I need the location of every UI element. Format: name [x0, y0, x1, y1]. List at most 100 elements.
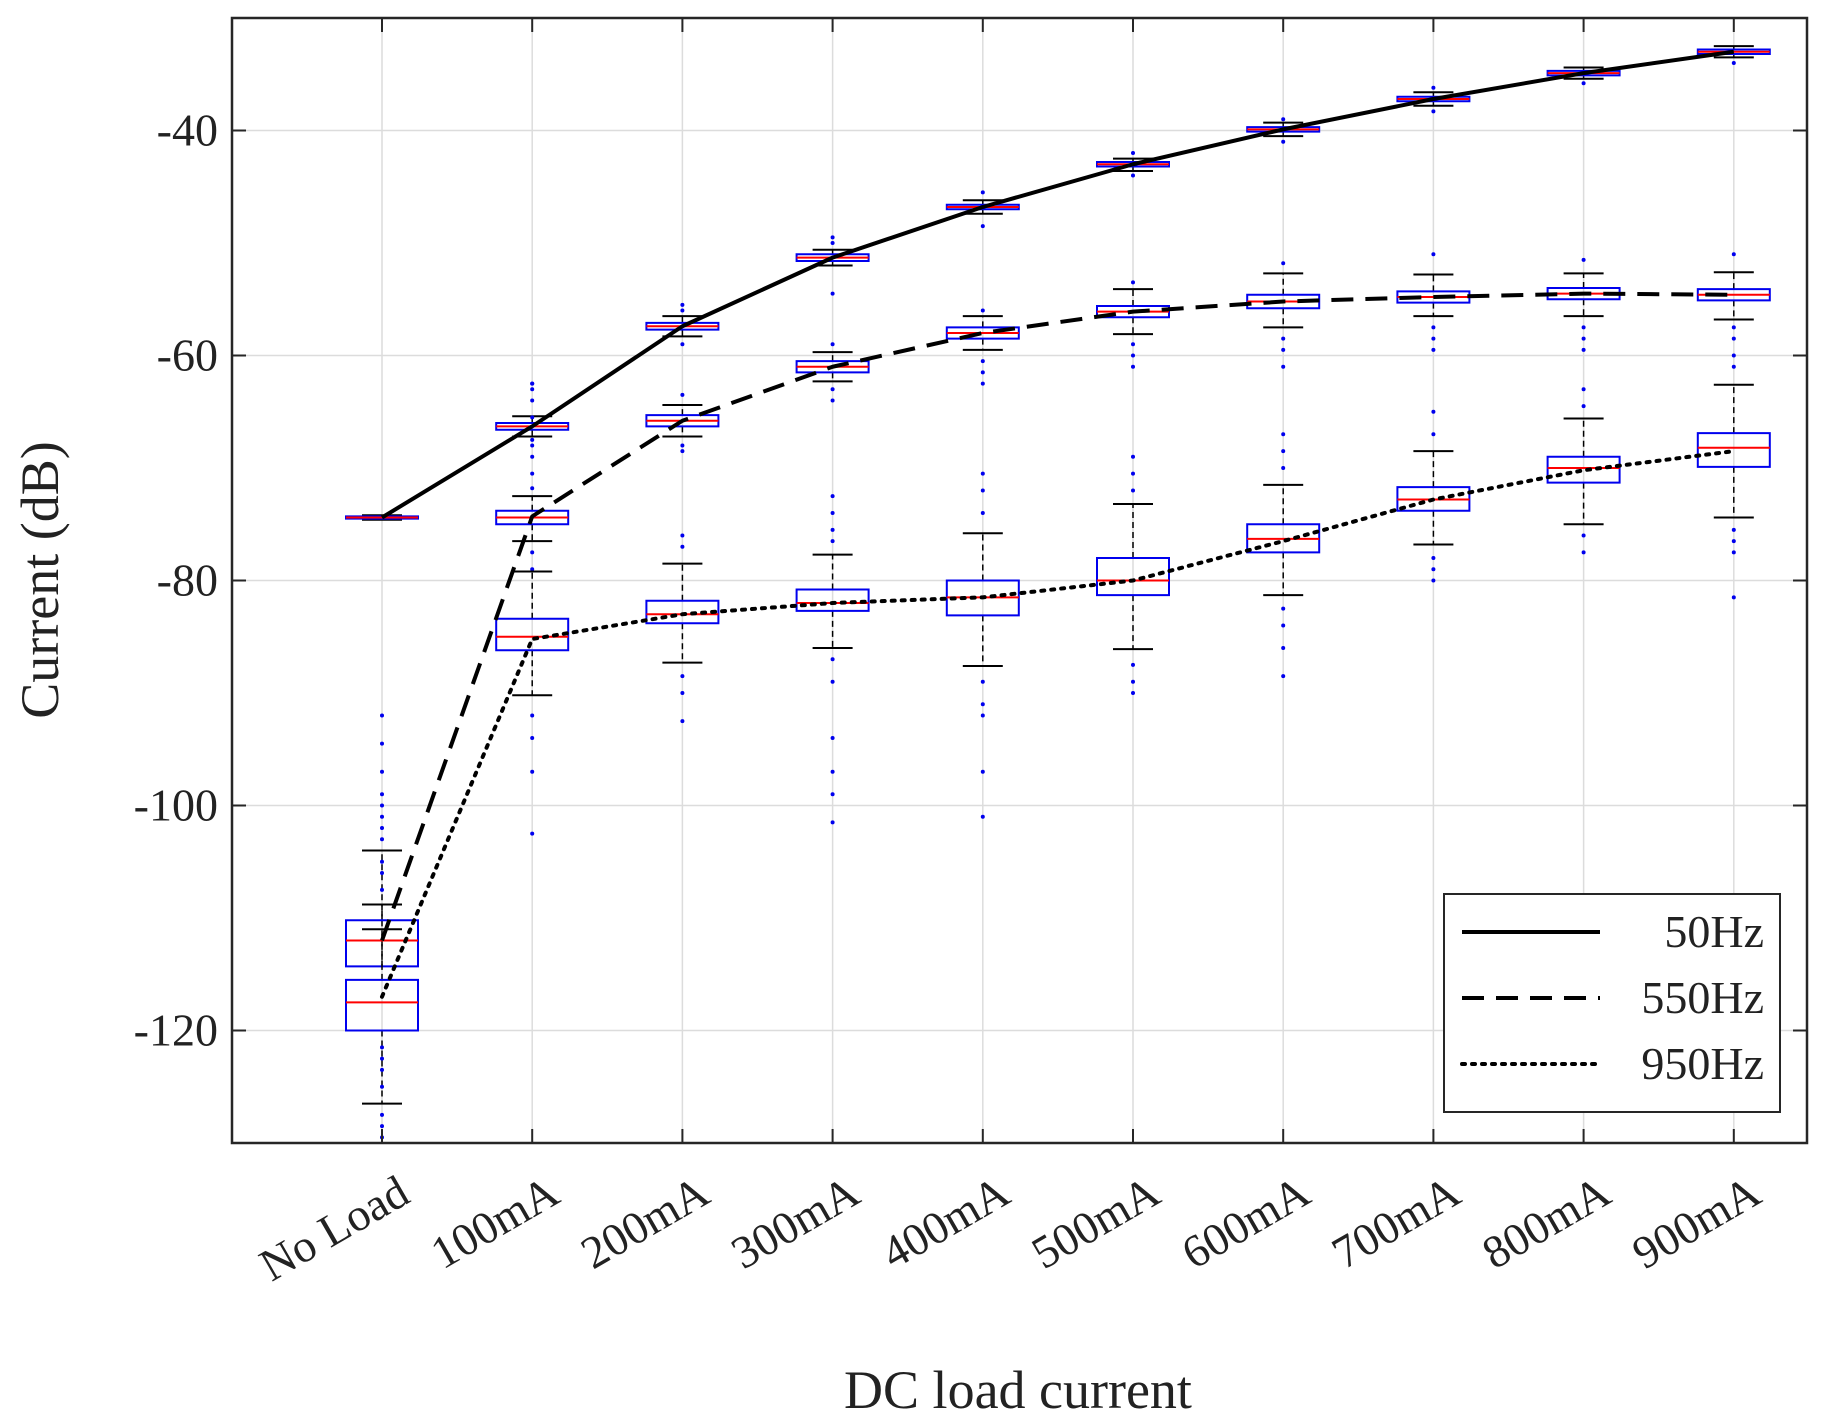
- outlier-point: [1131, 151, 1135, 155]
- outlier-point: [980, 224, 985, 229]
- outlier-point: [530, 471, 535, 476]
- outlier-point: [830, 342, 835, 347]
- outlier-point: [380, 837, 384, 842]
- outlier-point: [1431, 252, 1436, 257]
- outlier-point: [980, 769, 985, 774]
- outlier-point: [830, 235, 835, 240]
- outlier-point: [1731, 325, 1736, 330]
- outlier-point: [1131, 173, 1135, 178]
- outlier-point: [980, 702, 985, 707]
- outlier-point: [380, 826, 384, 830]
- outlier-point: [1581, 347, 1586, 352]
- legend: 50Hz 550Hz 950Hz: [1443, 893, 1781, 1113]
- outlier-point: [380, 871, 384, 875]
- outlier-point: [1431, 109, 1436, 114]
- outlier-point: [1281, 432, 1286, 437]
- outlier-point: [1431, 567, 1436, 572]
- outlier-point: [830, 241, 835, 245]
- outlier-point: [830, 792, 835, 797]
- outlier-point: [830, 820, 835, 825]
- series-line-50Hz: [380, 49, 1735, 520]
- outlier-point: [530, 437, 535, 442]
- outlier-point: [980, 814, 985, 819]
- outlier-point: [530, 398, 535, 403]
- outlier-point: [1731, 539, 1736, 544]
- x-axis-title: DC load current: [844, 1360, 1192, 1417]
- outlier-point: [380, 792, 384, 797]
- y-axis-ticks: -120 -100 -80 -60 -40: [134, 105, 1807, 1056]
- outlier-point: [1281, 139, 1286, 144]
- box-950Hz-700mA: [1396, 409, 1471, 583]
- outlier-point: [1731, 527, 1736, 532]
- outlier-point: [980, 359, 985, 364]
- outlier-point: [530, 486, 535, 491]
- outlier-point: [1281, 674, 1286, 679]
- outlier-point: [380, 1067, 384, 1072]
- legend-label-950Hz: 950Hz: [1641, 1038, 1764, 1089]
- outlier-point: [1131, 662, 1135, 667]
- y-tick-label: -120: [134, 1005, 218, 1056]
- outlier-point: [1431, 325, 1436, 330]
- outlier-point: [1281, 347, 1286, 352]
- outlier-point: [680, 544, 685, 549]
- outlier-point: [1431, 85, 1436, 90]
- outlier-point: [380, 859, 384, 864]
- outlier-point: [380, 887, 384, 892]
- outlier-point: [980, 679, 985, 684]
- outlier-point: [380, 741, 384, 746]
- outlier-point: [530, 454, 535, 459]
- outlier-point: [1281, 117, 1286, 122]
- outlier-point: [380, 1084, 384, 1089]
- box-950Hz-900mA: [1696, 364, 1771, 600]
- outlier-point: [680, 392, 685, 397]
- outlier-point: [1281, 606, 1286, 611]
- box-iqr: [1696, 432, 1771, 468]
- outlier-point: [980, 381, 985, 386]
- outlier-point: [1281, 646, 1286, 650]
- outlier-point: [1131, 454, 1135, 459]
- outlier-point: [830, 736, 835, 740]
- outlier-point: [680, 691, 685, 695]
- outlier-point: [830, 398, 835, 403]
- outlier-point: [380, 1045, 384, 1050]
- outlier-point: [380, 1112, 384, 1117]
- outlier-point: [380, 814, 384, 819]
- outlier-point: [980, 370, 985, 375]
- outlier-point: [1281, 623, 1286, 628]
- legend-label-550Hz: 550Hz: [1641, 972, 1764, 1023]
- outlier-point: [380, 713, 384, 718]
- outlier-point: [380, 803, 384, 808]
- outlier-point: [830, 511, 835, 515]
- outlier-point: [830, 679, 835, 684]
- outlier-point: [380, 1056, 384, 1061]
- outlier-point: [1731, 353, 1736, 358]
- series-lines: [380, 49, 1736, 999]
- outlier-point: [1581, 404, 1586, 409]
- outlier-point: [1731, 595, 1736, 600]
- series-line-550Hz: [380, 291, 1734, 942]
- outlier-point: [1131, 691, 1135, 695]
- outlier-point: [530, 713, 535, 718]
- outlier-point: [530, 567, 535, 572]
- outlier-point: [980, 190, 985, 195]
- outlier-point: [680, 443, 685, 448]
- outlier-point: [1281, 364, 1286, 369]
- outlier-point: [530, 415, 535, 420]
- box-iqr: [345, 978, 419, 1032]
- outlier-point: [680, 719, 685, 724]
- outlier-point: [1731, 61, 1736, 65]
- box-950Hz-600mA: [1246, 432, 1321, 679]
- outlier-point: [980, 488, 985, 493]
- outlier-point: [530, 769, 535, 774]
- box-950Hz-300mA: [795, 494, 870, 825]
- box-iqr: [795, 588, 870, 612]
- outlier-point: [530, 381, 535, 386]
- outlier-point: [980, 308, 985, 313]
- outlier-point: [830, 387, 835, 392]
- series-line-950Hz: [380, 449, 1736, 999]
- outlier-point: [1131, 364, 1135, 369]
- box-550Hz-400mA: [945, 308, 1020, 386]
- outlier-point: [1431, 432, 1436, 437]
- box-iqr: [1546, 455, 1621, 484]
- outlier-point: [1131, 471, 1135, 476]
